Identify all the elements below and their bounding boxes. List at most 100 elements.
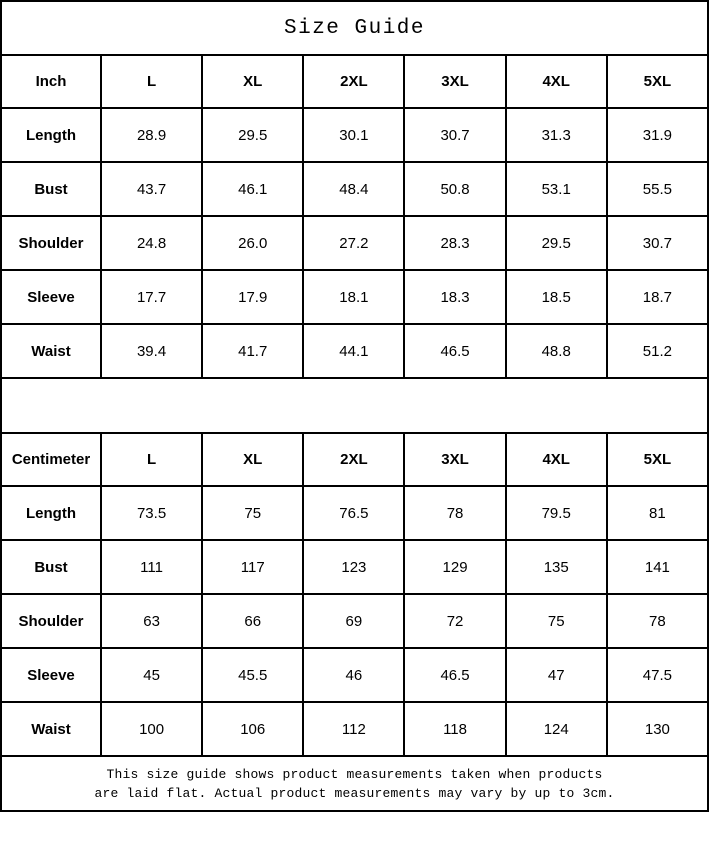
cell-value: 78 bbox=[605, 593, 709, 649]
row-label: Shoulder bbox=[0, 593, 102, 649]
cm-waist-row: Waist 100 106 112 118 124 130 bbox=[0, 701, 709, 757]
cell-value: 17.7 bbox=[99, 269, 204, 325]
size-col-header: 3XL bbox=[403, 54, 507, 109]
cm-sleeve-row: Sleeve 45 45.5 46 46.5 47 47.5 bbox=[0, 647, 709, 703]
cell-value: 78 bbox=[403, 485, 507, 541]
size-col-header: 2XL bbox=[302, 54, 406, 109]
cell-value: 27.2 bbox=[302, 215, 406, 271]
size-col-header: 3XL bbox=[403, 432, 507, 487]
cell-value: 44.1 bbox=[302, 323, 406, 379]
cell-value: 76.5 bbox=[302, 485, 406, 541]
row-label: Bust bbox=[0, 539, 102, 595]
cell-value: 45.5 bbox=[201, 647, 305, 703]
cell-value: 41.7 bbox=[201, 323, 305, 379]
inch-waist-row: Waist 39.4 41.7 44.1 46.5 48.8 51.2 bbox=[0, 323, 709, 379]
centimeter-header-row: Centimeter L XL 2XL 3XL 4XL 5XL bbox=[0, 432, 709, 487]
cell-value: 117 bbox=[201, 539, 305, 595]
size-col-header: 5XL bbox=[605, 54, 709, 109]
cell-value: 46.5 bbox=[403, 647, 507, 703]
cell-value: 106 bbox=[201, 701, 305, 757]
cell-value: 130 bbox=[605, 701, 709, 757]
cell-value: 30.7 bbox=[605, 215, 709, 271]
size-col-header: XL bbox=[201, 54, 305, 109]
cell-value: 50.8 bbox=[403, 161, 507, 217]
cell-value: 73.5 bbox=[99, 485, 204, 541]
row-label: Shoulder bbox=[0, 215, 102, 271]
inch-unit-header: Inch bbox=[0, 54, 102, 109]
table-spacer-row bbox=[0, 377, 709, 434]
cell-value: 28.9 bbox=[99, 107, 204, 163]
cell-value: 72 bbox=[403, 593, 507, 649]
cell-value: 39.4 bbox=[99, 323, 204, 379]
inch-length-row: Length 28.9 29.5 30.1 30.7 31.3 31.9 bbox=[0, 107, 709, 163]
size-guide-table: Size Guide Inch L XL 2XL 3XL 4XL 5XL Len… bbox=[0, 0, 709, 812]
row-label: Sleeve bbox=[0, 647, 102, 703]
cell-value: 123 bbox=[302, 539, 406, 595]
size-col-header: L bbox=[99, 432, 204, 487]
cell-value: 69 bbox=[302, 593, 406, 649]
footer-note-line2: are laid flat. Actual product measuremen… bbox=[94, 785, 615, 801]
cell-value: 46.5 bbox=[403, 323, 507, 379]
size-col-header: 5XL bbox=[605, 432, 709, 487]
size-col-header: 4XL bbox=[504, 54, 608, 109]
cell-value: 51.2 bbox=[605, 323, 709, 379]
cell-value: 17.9 bbox=[201, 269, 305, 325]
cell-value: 75 bbox=[504, 593, 608, 649]
footer-note: This size guide shows product measuremen… bbox=[0, 755, 709, 812]
inch-header-row: Inch L XL 2XL 3XL 4XL 5XL bbox=[0, 54, 709, 109]
cell-value: 46.1 bbox=[201, 161, 305, 217]
footer-note-line1: This size guide shows product measuremen… bbox=[106, 766, 603, 782]
cell-value: 63 bbox=[99, 593, 204, 649]
cell-value: 66 bbox=[201, 593, 305, 649]
cell-value: 18.1 bbox=[302, 269, 406, 325]
row-label: Length bbox=[0, 485, 102, 541]
cell-value: 55.5 bbox=[605, 161, 709, 217]
page-title: Size Guide bbox=[0, 0, 709, 56]
cell-value: 47.5 bbox=[605, 647, 709, 703]
cell-value: 30.1 bbox=[302, 107, 406, 163]
cm-bust-row: Bust 111 117 123 129 135 141 bbox=[0, 539, 709, 595]
size-col-header: 2XL bbox=[302, 432, 406, 487]
cell-value: 46 bbox=[302, 647, 406, 703]
title-row: Size Guide bbox=[0, 0, 709, 56]
cell-value: 135 bbox=[504, 539, 608, 595]
footer-note-row: This size guide shows product measuremen… bbox=[0, 755, 709, 812]
cell-value: 124 bbox=[504, 701, 608, 757]
cell-value: 29.5 bbox=[504, 215, 608, 271]
cell-value: 43.7 bbox=[99, 161, 204, 217]
size-col-header: L bbox=[99, 54, 204, 109]
row-label: Waist bbox=[0, 323, 102, 379]
cell-value: 79.5 bbox=[504, 485, 608, 541]
cell-value: 18.5 bbox=[504, 269, 608, 325]
size-col-header: XL bbox=[201, 432, 305, 487]
cell-value: 31.3 bbox=[504, 107, 608, 163]
cell-value: 129 bbox=[403, 539, 507, 595]
cell-value: 100 bbox=[99, 701, 204, 757]
row-label: Sleeve bbox=[0, 269, 102, 325]
cell-value: 30.7 bbox=[403, 107, 507, 163]
cell-value: 48.4 bbox=[302, 161, 406, 217]
inch-bust-row: Bust 43.7 46.1 48.4 50.8 53.1 55.5 bbox=[0, 161, 709, 217]
cell-value: 75 bbox=[201, 485, 305, 541]
cm-shoulder-row: Shoulder 63 66 69 72 75 78 bbox=[0, 593, 709, 649]
row-label: Length bbox=[0, 107, 102, 163]
cell-value: 48.8 bbox=[504, 323, 608, 379]
cell-value: 118 bbox=[403, 701, 507, 757]
cell-value: 81 bbox=[605, 485, 709, 541]
cell-value: 29.5 bbox=[201, 107, 305, 163]
inch-shoulder-row: Shoulder 24.8 26.0 27.2 28.3 29.5 30.7 bbox=[0, 215, 709, 271]
cm-length-row: Length 73.5 75 76.5 78 79.5 81 bbox=[0, 485, 709, 541]
cell-value: 18.7 bbox=[605, 269, 709, 325]
cell-value: 111 bbox=[99, 539, 204, 595]
cell-value: 28.3 bbox=[403, 215, 507, 271]
centimeter-unit-header: Centimeter bbox=[0, 432, 102, 487]
cell-value: 24.8 bbox=[99, 215, 204, 271]
cell-value: 112 bbox=[302, 701, 406, 757]
cell-value: 53.1 bbox=[504, 161, 608, 217]
cell-value: 45 bbox=[99, 647, 204, 703]
row-label: Waist bbox=[0, 701, 102, 757]
spacer-cell bbox=[0, 377, 709, 434]
size-col-header: 4XL bbox=[504, 432, 608, 487]
row-label: Bust bbox=[0, 161, 102, 217]
